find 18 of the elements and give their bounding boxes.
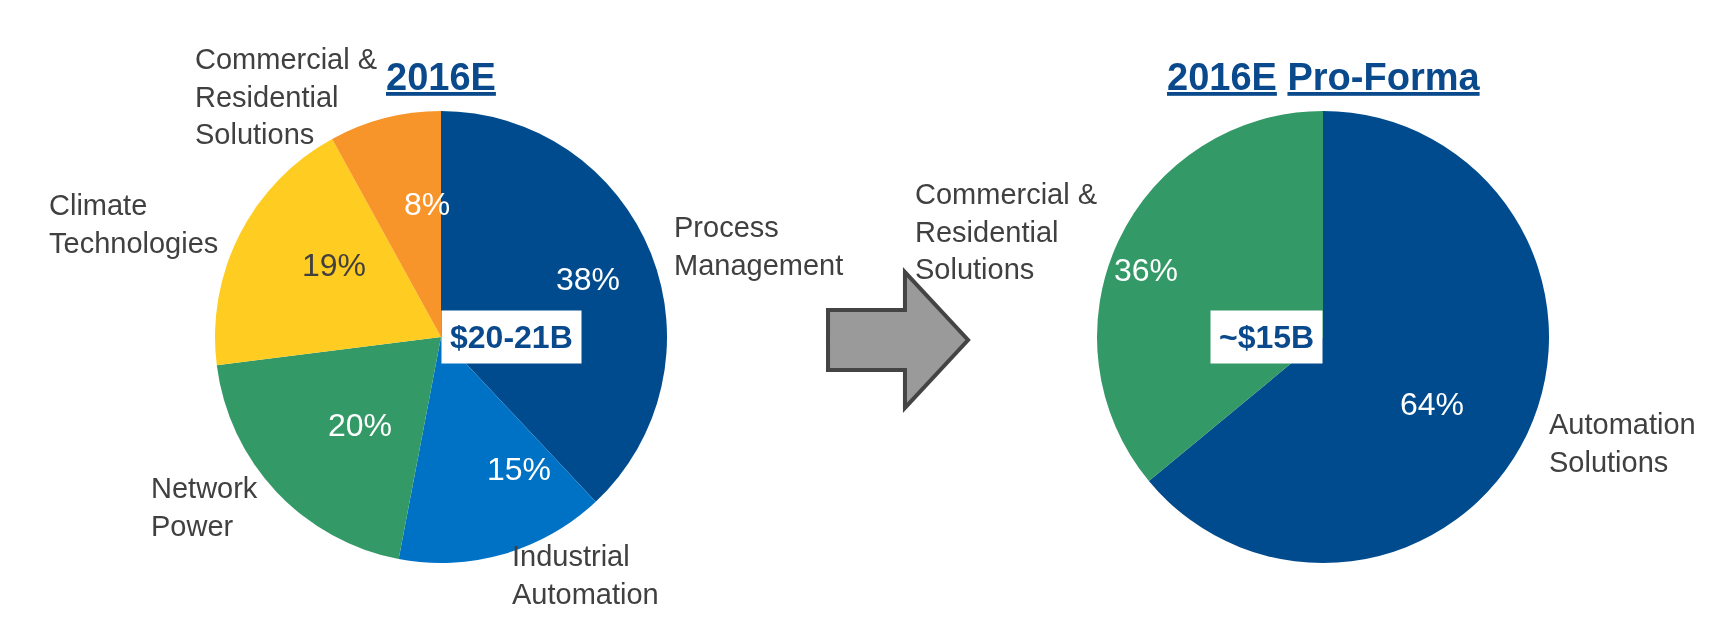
data-label: 36% <box>1114 252 1179 288</box>
chart-title: 2016E <box>386 56 496 98</box>
data-label: 64% <box>1400 386 1465 422</box>
chart-title: 2016E Pro-Forma <box>1167 56 1481 98</box>
data-label: 38% <box>556 261 621 297</box>
data-label: 15% <box>487 451 552 487</box>
data-label: 19% <box>302 247 367 283</box>
slice-label: Commercial & Residential Solutions <box>195 43 378 151</box>
text: ~$15B <box>1219 319 1315 355</box>
slice-label: Automation Solutions <box>1549 408 1696 478</box>
data-label: 20% <box>328 407 393 443</box>
text: $20-21B <box>450 319 573 355</box>
slice-label: Commercial & Residential Solutions <box>915 178 1098 286</box>
slice-label: Process Management <box>674 211 844 281</box>
slice-label: Industrial Automation <box>512 540 659 610</box>
pie-slice <box>1097 111 1323 482</box>
slice-label: Network Power <box>151 472 258 542</box>
slice-label: Climate Technologies <box>49 189 219 259</box>
